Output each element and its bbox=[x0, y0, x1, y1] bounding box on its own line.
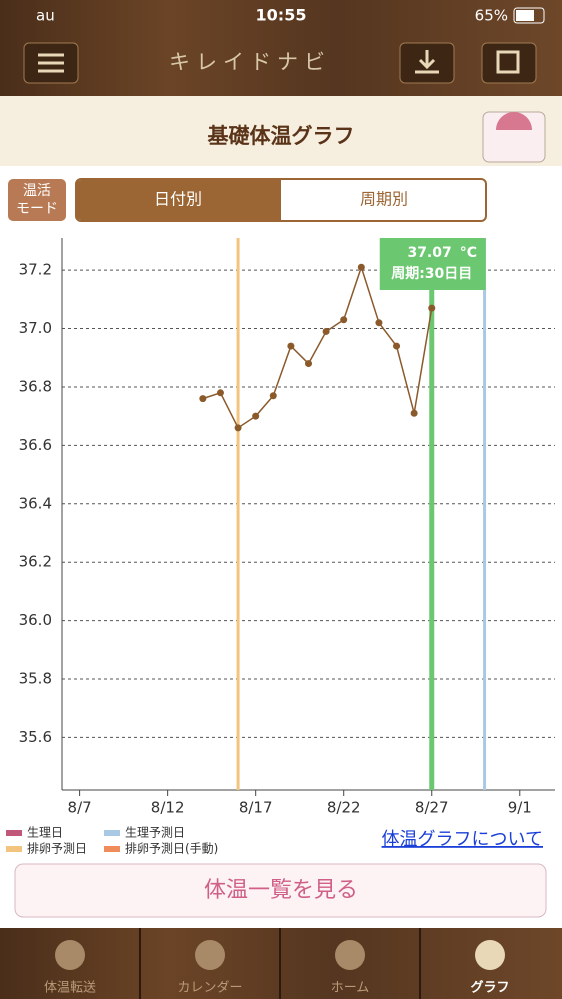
tab-selected[interactable] bbox=[76, 180, 281, 220]
edit-button[interactable] bbox=[481, 42, 537, 84]
tab-icon[interactable] bbox=[55, 940, 85, 970]
x-tick-label: 8/12 bbox=[151, 799, 185, 817]
tab-icon[interactable] bbox=[195, 940, 225, 970]
tooltip-value: 37.07 bbox=[407, 245, 451, 261]
y-tick-label: 36.4 bbox=[19, 494, 52, 512]
y-tick-label: 37.2 bbox=[19, 261, 52, 279]
app-title: キレイドナビ bbox=[169, 50, 331, 74]
chart: 35.6 35.8 36.0 36.2 36.4 36.6 36.8 37.0 37.2 8/7 8… bbox=[6, 238, 555, 856]
tab-icon[interactable] bbox=[475, 940, 505, 970]
data-point[interactable] bbox=[357, 263, 365, 271]
data-point[interactable] bbox=[393, 342, 401, 350]
x-tick-label: 8/22 bbox=[327, 799, 361, 817]
battery-icon bbox=[513, 7, 545, 24]
data-point[interactable] bbox=[287, 342, 295, 350]
tooltip-box bbox=[379, 238, 486, 290]
legend-label: 排卵予測日(手動) bbox=[125, 842, 218, 856]
y-tick-label: 35.8 bbox=[19, 670, 52, 688]
data-point[interactable] bbox=[340, 316, 348, 324]
legend-swatch bbox=[104, 830, 120, 836]
data-point[interactable] bbox=[305, 360, 312, 368]
tab-label[interactable]: グラフ bbox=[470, 980, 509, 996]
y-tick-label: 36.0 bbox=[19, 611, 52, 629]
tab-label[interactable]: カレンダー bbox=[177, 981, 242, 996]
data-point[interactable] bbox=[322, 327, 330, 335]
list-button[interactable] bbox=[14, 863, 547, 918]
data-point[interactable] bbox=[375, 319, 383, 327]
legend-link[interactable]: 体温グラフについて bbox=[382, 829, 543, 850]
data-point[interactable] bbox=[428, 304, 436, 312]
y-tick-label: 35.6 bbox=[19, 728, 52, 746]
legend-swatch bbox=[104, 846, 120, 852]
content-bg bbox=[0, 166, 562, 928]
data-point[interactable] bbox=[252, 412, 260, 420]
tab-icon[interactable] bbox=[335, 940, 365, 970]
tab-date: 日付別 bbox=[154, 190, 202, 209]
legend-label: 生理日 bbox=[27, 826, 63, 840]
legend-label: 排卵予測日 bbox=[27, 842, 87, 856]
battery-level bbox=[516, 10, 534, 21]
tooltip-unit: °C bbox=[460, 245, 477, 261]
x-tick-label: 9/1 bbox=[508, 799, 532, 817]
download-icon bbox=[415, 50, 439, 74]
y-tick-label: 37.0 bbox=[19, 319, 52, 337]
legend-swatch bbox=[6, 846, 22, 852]
mode-line2: モード bbox=[16, 201, 58, 217]
y-tick-label: 36.8 bbox=[19, 377, 52, 395]
battery-text: 65% bbox=[475, 7, 508, 25]
y-tick-label: 36.2 bbox=[19, 553, 52, 571]
y-tick-label: 36.6 bbox=[19, 436, 52, 454]
tab-label[interactable]: 体温転送 bbox=[44, 981, 96, 996]
data-point[interactable] bbox=[410, 409, 418, 417]
scale-icon bbox=[496, 112, 532, 130]
title-strip bbox=[0, 96, 562, 166]
tab-cycle[interactable]: 周期別 bbox=[360, 190, 408, 209]
menu-icon bbox=[38, 53, 64, 73]
data-point[interactable] bbox=[216, 389, 224, 397]
time: 10:55 bbox=[256, 6, 307, 25]
legend-swatch bbox=[6, 830, 22, 836]
tab-label[interactable]: ホーム bbox=[331, 981, 370, 996]
legend-label: 生理予測日 bbox=[125, 826, 185, 840]
tab-bar-items: 体温転送 カレンダー ホーム グラフ bbox=[44, 928, 510, 999]
header-bg bbox=[0, 0, 562, 96]
page-title: 基礎体温グラフ bbox=[208, 124, 355, 148]
carrier: au bbox=[36, 7, 55, 25]
data-point[interactable] bbox=[234, 424, 242, 432]
mode-button[interactable] bbox=[8, 179, 66, 221]
tooltip-cycle: 周期:30日目 bbox=[391, 266, 472, 282]
x-tick-label: 8/17 bbox=[239, 799, 273, 817]
x-tick-label: 8/27 bbox=[415, 799, 449, 817]
data-point[interactable] bbox=[199, 395, 207, 403]
list-button-text: 体温一覧を見る bbox=[204, 878, 358, 903]
data-point[interactable] bbox=[269, 392, 277, 400]
mode-line1: 温活 bbox=[23, 183, 51, 199]
x-tick-label: 8/7 bbox=[68, 799, 92, 817]
edit-icon bbox=[496, 50, 520, 74]
series-line bbox=[202, 264, 433, 429]
